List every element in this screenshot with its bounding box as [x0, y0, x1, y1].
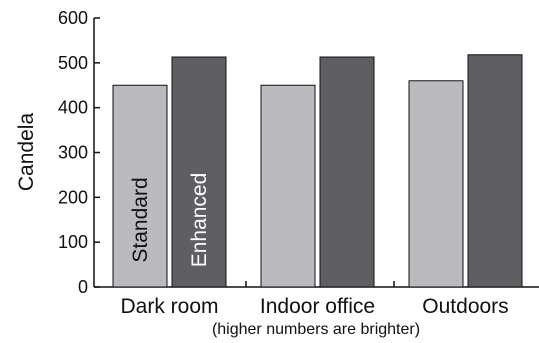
series-label-enhanced: Enhanced	[188, 173, 211, 268]
bar-enhanced-outdoors	[467, 54, 523, 288]
x-tick-label: Dark room	[120, 295, 218, 318]
bar-enhanced-indoor-office	[319, 56, 375, 288]
x-tick-label: Outdoors	[422, 295, 508, 318]
y-axis-label: Candela	[15, 113, 38, 192]
bar-standard-outdoors	[408, 80, 464, 288]
bar-enhanced-dark-room	[171, 56, 227, 288]
bar-standard-indoor-office	[260, 84, 316, 288]
y-tick-label: 500	[58, 53, 88, 73]
y-tick-label: 400	[58, 98, 88, 118]
y-tick-label: 100	[58, 232, 88, 252]
bars: Standard Enhanced	[112, 54, 523, 288]
x-axis: Dark room Indoor office Outdoors	[94, 281, 539, 318]
bar-standard-dark-room	[112, 84, 168, 288]
y-tick-label: 200	[58, 187, 88, 207]
y-axis: 0 100 200 300 400 500 600	[58, 8, 100, 297]
y-tick-label: 300	[58, 143, 88, 163]
x-axis-note: (higher numbers are brighter)	[212, 321, 420, 338]
y-tick-label: 600	[58, 8, 88, 28]
series-label-standard: Standard	[129, 177, 152, 262]
y-tick-label: 0	[78, 277, 88, 297]
x-tick-label: Indoor office	[260, 295, 375, 318]
